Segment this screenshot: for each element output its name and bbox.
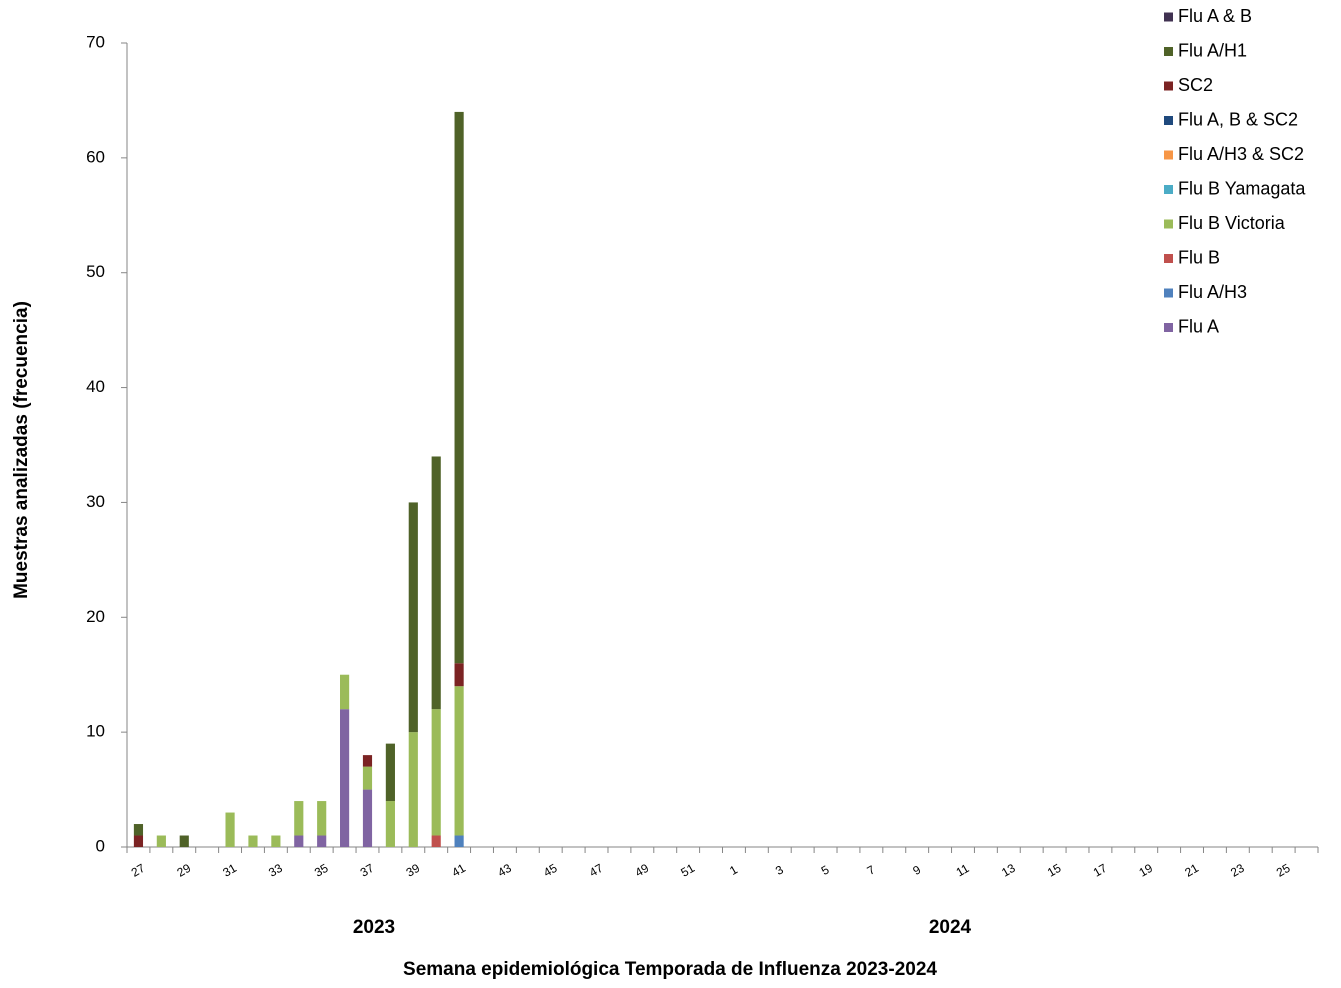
y-tick-label: 70 xyxy=(86,32,105,51)
x-tick-label: 47 xyxy=(587,861,606,880)
legend-label: Flu B Yamagata xyxy=(1178,178,1306,198)
bar-segment xyxy=(294,835,304,847)
x-tick-label: 13 xyxy=(999,861,1018,880)
bar-segment xyxy=(156,835,166,847)
bar-segment xyxy=(454,686,464,836)
legend-swatch xyxy=(1164,254,1173,263)
x-tick-label: 5 xyxy=(819,862,832,878)
year-label: 2024 xyxy=(929,917,972,938)
legend-swatch xyxy=(1164,47,1173,56)
legend-swatch xyxy=(1164,81,1173,91)
x-tick-label: 43 xyxy=(495,861,514,880)
x-tick-label: 17 xyxy=(1091,861,1110,880)
bar-segment xyxy=(454,111,464,664)
legend-label: Flu A/H3 & SC2 xyxy=(1178,144,1304,164)
x-tick-label: 31 xyxy=(220,861,239,880)
x-tick-label: 27 xyxy=(129,861,148,880)
x-tick-label: 9 xyxy=(910,862,923,878)
bar-segment xyxy=(431,709,441,836)
x-tick-label: 35 xyxy=(312,861,331,880)
bar-segment xyxy=(179,835,189,847)
legend-label: Flu A/H3 xyxy=(1178,282,1247,302)
x-tick-label: 23 xyxy=(1228,861,1247,880)
bar-segment xyxy=(271,835,281,847)
legend-swatch xyxy=(1164,12,1173,22)
y-tick-label: 20 xyxy=(86,607,105,626)
x-tick-label: 33 xyxy=(266,861,285,880)
x-tick-label: 21 xyxy=(1182,861,1201,880)
bar-segment xyxy=(454,835,464,847)
bar-segment xyxy=(408,732,418,847)
bar-segment xyxy=(248,835,258,847)
legend-swatch xyxy=(1164,116,1173,125)
legend-label: Flu A xyxy=(1178,316,1219,336)
y-tick-label: 40 xyxy=(86,377,105,396)
x-tick-label: 19 xyxy=(1137,861,1156,880)
y-axis-title: Muestras analizadas (frecuencia) xyxy=(11,301,32,599)
bar-segment xyxy=(133,835,144,847)
x-tick-label: 49 xyxy=(633,861,652,880)
x-tick-label: 11 xyxy=(954,861,972,880)
bar-segment xyxy=(362,789,373,847)
legend-swatch xyxy=(1164,150,1173,160)
y-tick-label: 0 xyxy=(96,836,105,855)
bar-segment xyxy=(317,801,327,836)
x-tick-label: 1 xyxy=(727,862,740,878)
legend-swatch xyxy=(1164,185,1173,194)
bar-segment xyxy=(454,663,464,687)
x-tick-label: 15 xyxy=(1045,861,1064,880)
x-tick-label: 45 xyxy=(541,861,560,880)
bar-segment xyxy=(362,766,373,790)
bar-segment xyxy=(225,812,235,847)
year-label: 2023 xyxy=(353,917,395,938)
y-tick-label: 30 xyxy=(86,492,105,511)
x-tick-label: 51 xyxy=(678,861,697,880)
x-tick-label: 41 xyxy=(449,861,468,880)
bar-segment xyxy=(385,801,395,847)
bar-segment xyxy=(431,456,441,710)
bar-segment xyxy=(294,801,304,836)
legend-label: Flu A/H1 xyxy=(1178,40,1247,60)
legend-label: Flu A & B xyxy=(1178,6,1252,26)
bar-segment xyxy=(317,835,327,847)
x-axis-title: Semana epidemiológica Temporada de Influ… xyxy=(403,959,937,980)
bar-segment xyxy=(385,743,395,802)
bar-segment xyxy=(362,755,373,767)
bar-segment xyxy=(408,502,418,733)
legend-label: Flu B Victoria xyxy=(1178,213,1286,233)
legend-label: Flu B xyxy=(1178,247,1220,267)
x-tick-label: 39 xyxy=(404,861,423,880)
legend-swatch xyxy=(1164,219,1173,229)
y-tick-label: 10 xyxy=(86,722,105,741)
x-tick-label: 7 xyxy=(865,862,878,878)
bar-segment xyxy=(340,674,350,710)
legend-label: Flu A, B & SC2 xyxy=(1178,109,1298,129)
bar-segment xyxy=(340,709,350,847)
y-tick-label: 60 xyxy=(86,147,105,166)
x-tick-label: 29 xyxy=(175,861,194,880)
legend-label: SC2 xyxy=(1178,75,1213,95)
x-tick-label: 3 xyxy=(773,862,786,878)
x-tick-label: 25 xyxy=(1274,861,1293,880)
bar-segment xyxy=(133,824,144,836)
y-tick-label: 50 xyxy=(86,262,105,281)
legend-swatch xyxy=(1164,288,1173,298)
legend-swatch xyxy=(1164,323,1173,332)
bar-segment xyxy=(431,835,441,847)
x-tick-label: 37 xyxy=(358,861,377,880)
